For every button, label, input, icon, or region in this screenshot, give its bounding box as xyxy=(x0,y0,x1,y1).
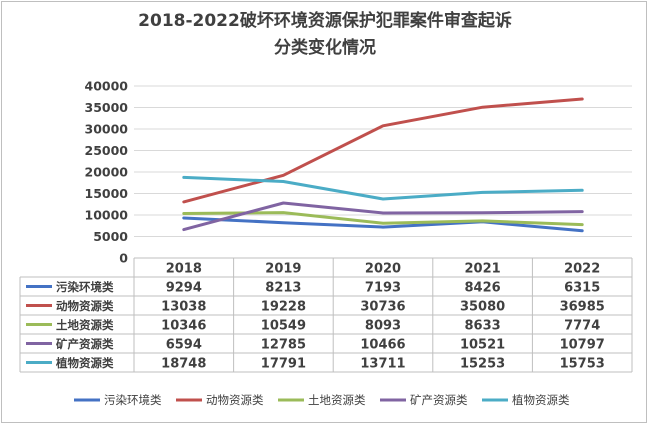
legend-label: 动物资源类 xyxy=(206,393,264,407)
series-lines xyxy=(182,97,584,233)
table-series-name: 动物资源类 xyxy=(56,299,114,313)
series-line xyxy=(182,201,584,232)
table-cell: 30736 xyxy=(360,300,405,315)
table-cell: 8426 xyxy=(465,281,501,296)
table-cell: 36985 xyxy=(560,300,605,315)
y-tick-label: 5000 xyxy=(93,229,128,244)
series-line xyxy=(182,97,584,204)
table-cell: 17791 xyxy=(261,357,306,372)
table-cell: 8093 xyxy=(365,319,401,334)
x-category-label: 2019 xyxy=(265,262,301,277)
table-cell: 13711 xyxy=(360,357,405,372)
y-tick-label: 25000 xyxy=(85,143,129,158)
table-series-name: 植物资源类 xyxy=(55,356,114,370)
y-tick-label: 35000 xyxy=(85,100,129,115)
table-cell: 9294 xyxy=(166,281,202,296)
table-series-name: 土地资源类 xyxy=(56,318,114,332)
chart-title-line-2: 分类变化情况 xyxy=(274,38,376,58)
series-line xyxy=(182,216,584,233)
grid-lines xyxy=(134,85,632,259)
table-cell: 12785 xyxy=(261,338,306,353)
chart-title-line-1: 2018-2022破坏环境资源保护犯罪案件审查起诉 xyxy=(138,11,512,31)
chart-title: 2018-2022破坏环境资源保护犯罪案件审查起诉 分类变化情况 xyxy=(0,8,650,62)
table-cell: 6594 xyxy=(166,338,202,353)
table-cell: 10797 xyxy=(560,338,605,353)
legend-label: 污染环境类 xyxy=(104,393,162,407)
table-cell: 7193 xyxy=(365,281,401,296)
y-tick-label: 10000 xyxy=(85,208,129,223)
table-cell: 10521 xyxy=(460,338,505,353)
table-cell: 10466 xyxy=(360,338,405,353)
series-line xyxy=(182,175,584,201)
y-tick-label: 0 xyxy=(119,251,128,266)
table-cell: 15253 xyxy=(460,357,505,372)
table-cell: 13038 xyxy=(161,300,206,315)
table-cell: 10346 xyxy=(161,319,206,334)
table-cell: 18748 xyxy=(161,357,206,372)
x-category-label: 2022 xyxy=(564,262,600,277)
table-cell: 10549 xyxy=(261,319,306,334)
table-series-name: 污染环境类 xyxy=(56,280,114,294)
table-cell: 15753 xyxy=(560,357,605,372)
legend: 污染环境类 动物资源类 土地资源类 矿产资源类 植物资源类 xyxy=(74,393,570,407)
x-category-label: 2020 xyxy=(365,262,401,277)
y-axis-ticks: 0 5000 10000 15000 20000 25000 30000 35000 40000 xyxy=(85,79,129,266)
table-cell: 35080 xyxy=(460,300,505,315)
x-category-label: 2021 xyxy=(465,262,501,277)
x-category-label: 2018 xyxy=(166,262,202,277)
table-cell: 19228 xyxy=(261,300,306,315)
y-tick-label: 30000 xyxy=(85,122,129,137)
table-cell: 7774 xyxy=(564,319,600,334)
legend-label: 土地资源类 xyxy=(308,393,366,407)
legend-label: 矿产资源类 xyxy=(410,393,468,407)
table-series-name: 矿产资源类 xyxy=(56,337,114,351)
table-cell: 8213 xyxy=(265,281,301,296)
table-cell: 8633 xyxy=(465,319,501,334)
legend-label: 植物资源类 xyxy=(512,393,570,407)
y-tick-label: 15000 xyxy=(85,186,129,201)
table-cell: 6315 xyxy=(564,281,600,296)
data-table: 2018 2019 2020 2021 2022 污染环境类 9294 8213 7193 842… xyxy=(19,257,633,373)
y-tick-label: 40000 xyxy=(85,79,129,94)
y-tick-label: 20000 xyxy=(85,165,129,180)
